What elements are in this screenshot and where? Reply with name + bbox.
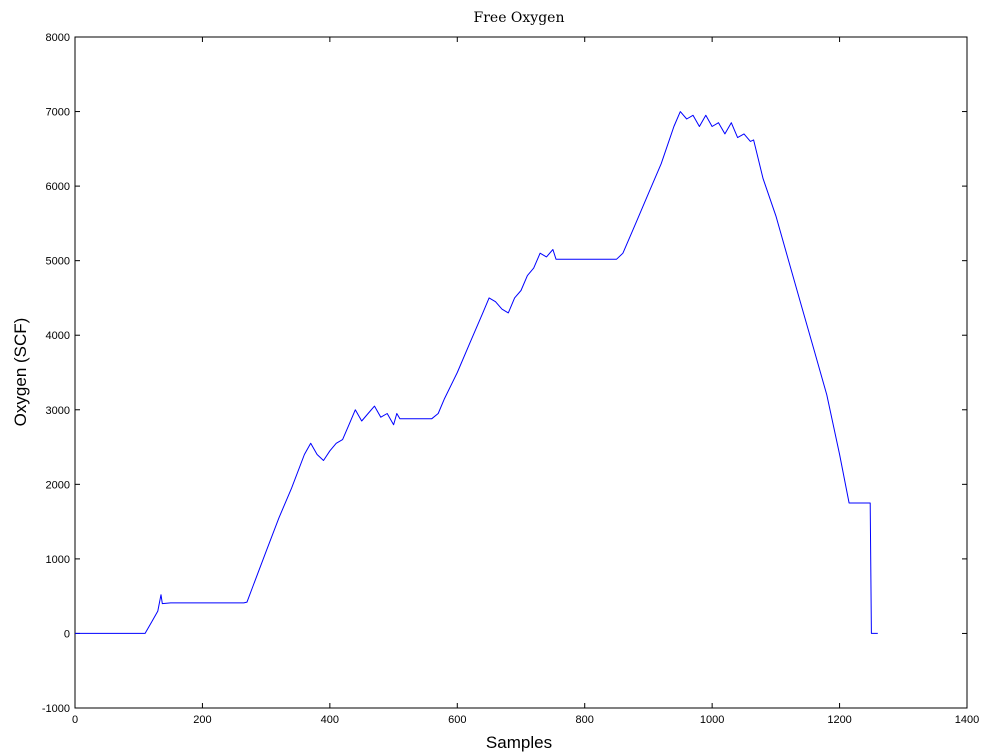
- x-tick-label: 800: [576, 714, 594, 726]
- plot-area: [74, 36, 968, 709]
- series-layer: [75, 111, 878, 634]
- series-line: [75, 111, 878, 634]
- y-tick-label: 4000: [46, 330, 70, 342]
- axis-ticks: 0 200 400 600 800 1000 1200 1400-10000100020003…: [42, 32, 979, 726]
- y-tick-label: 3000: [46, 405, 70, 417]
- x-tick-label: 600: [448, 714, 466, 726]
- y-tick-label: 5000: [46, 256, 70, 268]
- y-axis-label: Oxygen (SCF): [11, 318, 30, 427]
- x-tick-label: 400: [321, 714, 339, 726]
- y-tick-label: 7000: [46, 107, 70, 119]
- x-tick-label: 1200: [827, 714, 851, 726]
- x-tick-label: 1400: [955, 714, 979, 726]
- x-tick-label: 200: [193, 714, 211, 726]
- y-tick-label: 8000: [46, 32, 70, 44]
- x-tick-label: 0: [72, 714, 78, 726]
- y-tick-label: 0: [64, 628, 70, 640]
- y-tick-label: 2000: [46, 479, 70, 491]
- y-tick-label: 1000: [46, 554, 70, 566]
- chart-title: Free Oxygen: [474, 10, 565, 26]
- x-tick-label: 1000: [700, 714, 724, 726]
- y-tick-label: 6000: [46, 181, 70, 193]
- x-axis-label: Samples: [486, 733, 552, 752]
- y-tick-label: -1000: [42, 703, 70, 715]
